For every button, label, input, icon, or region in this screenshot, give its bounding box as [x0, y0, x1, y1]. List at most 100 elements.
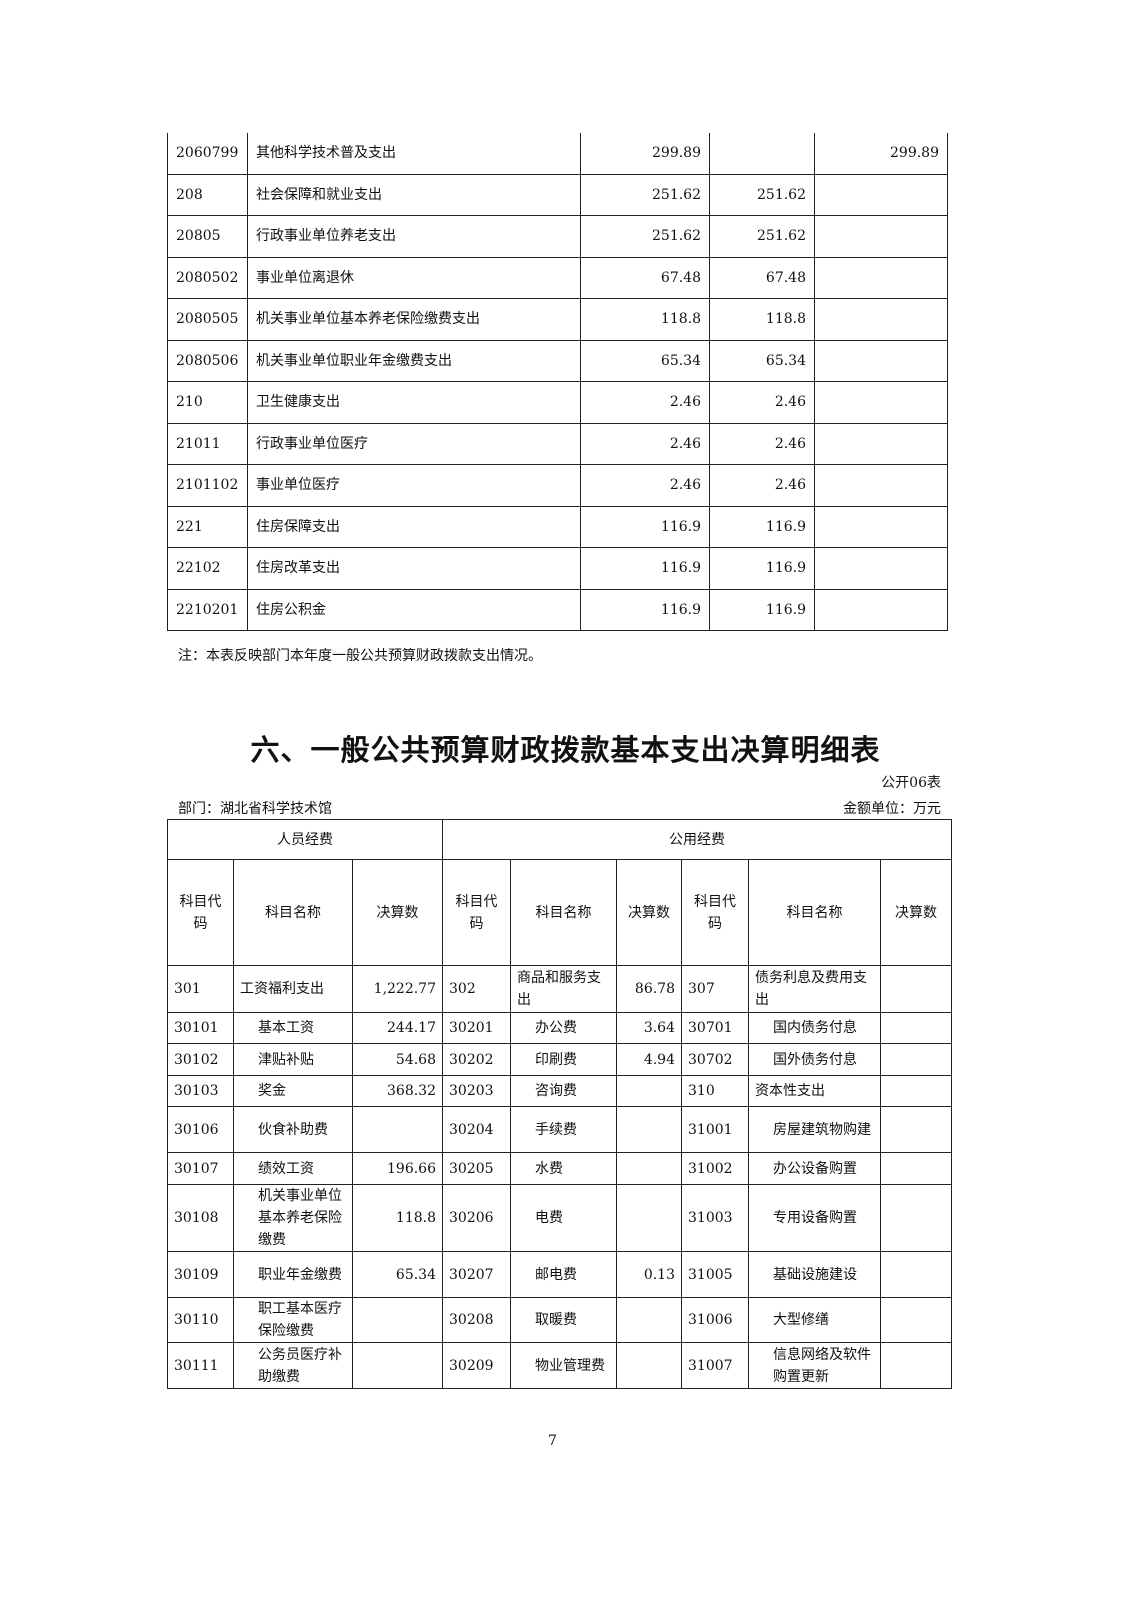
- table-row: 20805 行政事业单位养老支出 251.62 251.62: [167, 215, 948, 258]
- basic-amount: 2.46: [709, 381, 815, 424]
- table-row: 2210201 住房公积金 116.9 116.9: [167, 588, 948, 631]
- table-row: 30108 机关事业单位基本养老保险缴费 118.8 30206 电费 31003 专用设备…: [167, 1184, 952, 1252]
- department-label: 部门：湖北省科学技术馆: [178, 801, 332, 817]
- subject-name: 机关事业单位基本养老保险缴费: [233, 1184, 353, 1252]
- subject-name: 邮电费: [510, 1251, 617, 1298]
- table-row: 208 社会保障和就业支出 251.62 251.62: [167, 173, 948, 216]
- group-header-personnel: 人员经费: [167, 819, 443, 860]
- table-row: 21011 行政事业单位医疗 2.46 2.46: [167, 422, 948, 465]
- subject-code: 31002: [681, 1152, 749, 1185]
- subject-code: 301: [167, 965, 234, 1013]
- amount: [880, 1012, 952, 1044]
- amount: [880, 1297, 952, 1343]
- subject-code: 31003: [681, 1184, 749, 1252]
- subject-name: 专用设备购置: [748, 1184, 881, 1252]
- subject-name: 债务利息及费用支出: [748, 965, 881, 1013]
- subject-name: 社会保障和就业支出: [247, 173, 581, 216]
- subject-code: 30208: [442, 1297, 511, 1343]
- subject-name: 奖金: [233, 1075, 353, 1107]
- column-header: 科目代码: [167, 859, 234, 966]
- subject-name: 商品和服务支出: [510, 965, 617, 1013]
- table-row: 30110 职工基本医疗保险缴费 30208 取暖费 31006 大型修缮: [167, 1297, 952, 1343]
- subject-code: 31001: [681, 1106, 749, 1153]
- amount: [352, 1342, 443, 1389]
- subject-name: 国内债务付息: [748, 1012, 881, 1044]
- table-row: 2080502 事业单位离退休 67.48 67.48: [167, 256, 948, 299]
- total-amount: 118.8: [580, 298, 710, 341]
- subject-name: 职业年金缴费: [233, 1251, 353, 1298]
- amount: 244.17: [352, 1012, 443, 1044]
- subject-code: 2210201: [167, 588, 248, 631]
- subject-name: 机关事业单位职业年金缴费支出: [247, 339, 581, 382]
- amount: 118.8: [352, 1184, 443, 1252]
- subject-code: 31007: [681, 1342, 749, 1389]
- subject-name: 取暖费: [510, 1297, 617, 1343]
- subject-code: 31005: [681, 1251, 749, 1298]
- subject-name: 行政事业单位养老支出: [247, 215, 581, 258]
- amount: [880, 965, 952, 1013]
- subject-code: 210: [167, 381, 248, 424]
- subject-name: 住房保障支出: [247, 505, 581, 548]
- subject-name: 住房公积金: [247, 588, 581, 631]
- amount: [880, 1184, 952, 1252]
- amount: 86.78: [616, 965, 682, 1013]
- amount: [616, 1342, 682, 1389]
- unit-label: 金额单位：万元: [843, 801, 941, 817]
- subject-code: 30103: [167, 1075, 234, 1107]
- project-amount: [814, 215, 948, 258]
- total-amount: 65.34: [580, 339, 710, 382]
- column-header: 决算数: [352, 859, 443, 966]
- subject-name: 国外债务付息: [748, 1043, 881, 1076]
- subject-name: 房屋建筑物购建: [748, 1106, 881, 1153]
- subject-code: 30106: [167, 1106, 234, 1153]
- project-amount: [814, 464, 948, 507]
- subject-code: 30101: [167, 1012, 234, 1044]
- section-title: 六、一般公共预算财政拨款基本支出决算明细表: [250, 733, 881, 767]
- table-row: 30109 职业年金缴费 65.34 30207 邮电费 0.13 31005 基础设施建设: [167, 1251, 952, 1298]
- amount: [616, 1075, 682, 1107]
- subject-code: 2101102: [167, 464, 248, 507]
- subject-name: 信息网络及软件购置更新: [748, 1342, 881, 1389]
- column-header: 决算数: [616, 859, 682, 966]
- amount: 1,222.77: [352, 965, 443, 1013]
- basic-amount: 251.62: [709, 215, 815, 258]
- basic-expenditure-detail-table: 人员经费 公用经费 科目代码 科目名称 决算数 科目代码 科目名称 决算数 科目代码 科目名称…: [167, 819, 952, 1389]
- expenditure-table-continued: 2060799 其他科学技术普及支出 299.89 299.89 208 社会保障和就业支…: [167, 133, 948, 631]
- subject-name: 职工基本医疗保险缴费: [233, 1297, 353, 1343]
- subject-code: 30107: [167, 1152, 234, 1185]
- total-amount: 116.9: [580, 505, 710, 548]
- subject-name: 大型修缮: [748, 1297, 881, 1343]
- subject-name: 咨询费: [510, 1075, 617, 1107]
- amount: 196.66: [352, 1152, 443, 1185]
- page-number: 7: [548, 1433, 557, 1449]
- group-header-public: 公用经费: [442, 819, 952, 860]
- subject-code: 30209: [442, 1342, 511, 1389]
- subject-name: 其他科学技术普及支出: [247, 133, 581, 175]
- subject-name: 工资福利支出: [233, 965, 353, 1013]
- subject-code: 30109: [167, 1251, 234, 1298]
- subject-code: 208: [167, 173, 248, 216]
- amount: [880, 1043, 952, 1076]
- subject-name: 办公设备购置: [748, 1152, 881, 1185]
- project-amount: [814, 298, 948, 341]
- basic-amount: 116.9: [709, 505, 815, 548]
- amount: [352, 1297, 443, 1343]
- project-amount: [814, 422, 948, 465]
- subject-code: 30110: [167, 1297, 234, 1343]
- column-header: 科目名称: [748, 859, 881, 966]
- subject-code: 2080506: [167, 339, 248, 382]
- subject-name: 印刷费: [510, 1043, 617, 1076]
- table-row: 2080505 机关事业单位基本养老保险缴费支出 118.8 118.8: [167, 298, 948, 341]
- subject-name: 电费: [510, 1184, 617, 1252]
- table-row: 2080506 机关事业单位职业年金缴费支出 65.34 65.34: [167, 339, 948, 382]
- total-amount: 2.46: [580, 381, 710, 424]
- table-row: 22102 住房改革支出 116.9 116.9: [167, 547, 948, 590]
- table-row: 30107 绩效工资 196.66 30205 水费 31002 办公设备购置: [167, 1152, 952, 1185]
- total-amount: 116.9: [580, 547, 710, 590]
- column-header: 科目代码: [442, 859, 511, 966]
- table-row: 30103 奖金 368.32 30203 咨询费 310 资本性支出: [167, 1075, 952, 1107]
- table-row: 2101102 事业单位医疗 2.46 2.46: [167, 464, 948, 507]
- amount: 3.64: [616, 1012, 682, 1044]
- subject-name: 资本性支出: [748, 1075, 881, 1107]
- table-row: 2060799 其他科学技术普及支出 299.89 299.89: [167, 133, 948, 175]
